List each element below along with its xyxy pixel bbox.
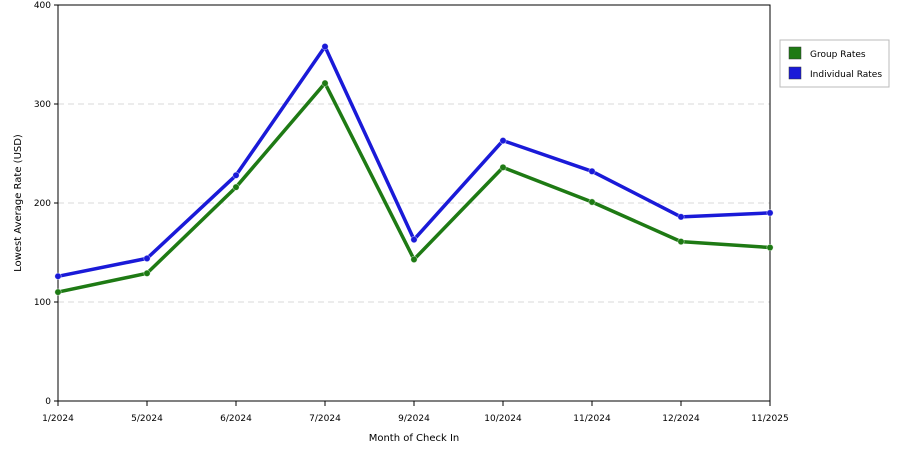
y-tick-label: 200 (34, 199, 51, 209)
legend-swatch (788, 66, 802, 80)
x-tick-label: 7/2024 (309, 414, 341, 424)
x-tick-label: 5/2024 (131, 414, 163, 424)
x-tick-label: 10/2024 (484, 414, 522, 424)
legend-label: Group Rates (810, 50, 866, 60)
legend-label: Individual Rates (810, 70, 882, 80)
data-point (499, 137, 507, 145)
data-point (232, 183, 240, 191)
data-point (588, 198, 596, 206)
data-point (766, 244, 774, 252)
x-tick-label: 6/2024 (220, 414, 252, 424)
x-tick-label: 12/2024 (662, 414, 700, 424)
y-tick-label: 300 (34, 100, 51, 110)
grid-layer (58, 103, 770, 303)
data-point (499, 163, 507, 171)
data-point (143, 254, 151, 262)
x-tick-label: 11/2025 (751, 414, 788, 424)
data-point (54, 272, 62, 280)
legend: Group Rates Individual Rates (779, 39, 890, 88)
series-layer (54, 43, 774, 296)
data-point (321, 79, 329, 87)
y-tick-label: 400 (34, 1, 51, 11)
x-tick-label: 11/2024 (573, 414, 611, 424)
data-point (588, 167, 596, 175)
data-point (321, 43, 329, 51)
data-point (677, 238, 685, 246)
data-point (766, 209, 774, 217)
x-tick-label: 9/2024 (398, 414, 430, 424)
data-point (232, 171, 240, 179)
legend-items: Group Rates Individual Rates (788, 46, 882, 80)
data-point (410, 236, 418, 244)
data-point (677, 213, 685, 221)
data-point (410, 255, 418, 263)
x-axis-title: Month of Check In (369, 433, 460, 444)
data-point (54, 288, 62, 296)
y-tick-label: 100 (34, 298, 51, 308)
y-tick-label: 0 (45, 397, 51, 407)
x-tick-label: 1/2024 (42, 414, 74, 424)
data-point (143, 269, 151, 277)
y-axis-title: Lowest Average Rate (USD) (13, 134, 24, 272)
legend-swatch (788, 46, 802, 60)
axis-layer: 0 100 200 300 400 1/2024 5/2024 6/2024 7/2024 9/2… (34, 1, 789, 424)
